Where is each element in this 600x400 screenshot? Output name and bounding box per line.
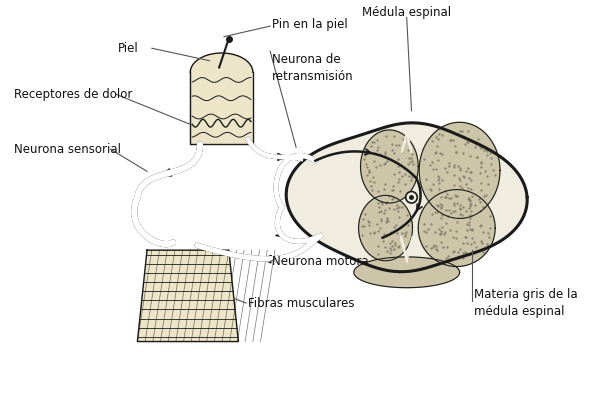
- Polygon shape: [405, 130, 407, 144]
- Polygon shape: [402, 140, 405, 153]
- Circle shape: [406, 192, 417, 203]
- Text: Receptores de dolor: Receptores de dolor: [14, 88, 133, 101]
- Polygon shape: [407, 130, 409, 144]
- Text: Neurona de
retransmisión: Neurona de retransmisión: [272, 53, 353, 83]
- Text: Pin en la piel: Pin en la piel: [272, 18, 348, 31]
- Polygon shape: [190, 55, 253, 144]
- Text: Neurona sensorial: Neurona sensorial: [14, 143, 121, 156]
- Polygon shape: [361, 130, 418, 203]
- Text: Materia gris de la
médula espinal: Materia gris de la médula espinal: [474, 288, 578, 318]
- Polygon shape: [190, 53, 253, 72]
- Polygon shape: [359, 195, 412, 261]
- Text: Médula espinal: Médula espinal: [362, 6, 451, 19]
- Polygon shape: [419, 122, 500, 218]
- Text: Neurona motora: Neurona motora: [272, 255, 368, 268]
- Text: Piel: Piel: [118, 42, 139, 55]
- Polygon shape: [409, 140, 412, 153]
- Polygon shape: [286, 123, 527, 272]
- Polygon shape: [354, 257, 460, 288]
- Polygon shape: [137, 250, 238, 342]
- Polygon shape: [410, 236, 412, 250]
- Polygon shape: [404, 245, 407, 263]
- Polygon shape: [418, 190, 495, 266]
- Polygon shape: [401, 236, 404, 250]
- Polygon shape: [407, 245, 410, 263]
- Text: Fibras musculares: Fibras musculares: [248, 296, 355, 310]
